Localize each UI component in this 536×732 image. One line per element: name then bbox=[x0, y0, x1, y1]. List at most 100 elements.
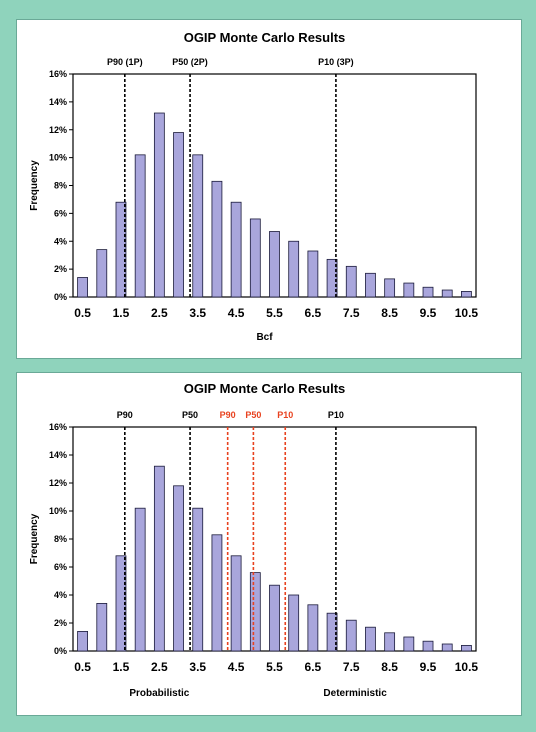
x-tick-label: 8.5 bbox=[381, 660, 398, 674]
bar bbox=[384, 278, 396, 298]
bar bbox=[230, 201, 242, 298]
bar bbox=[345, 265, 357, 298]
y-tick-label: 6% bbox=[54, 208, 67, 218]
bar bbox=[192, 154, 204, 298]
y-axis-label: Frequency bbox=[29, 513, 40, 564]
x-tick-label: 10.5 bbox=[455, 306, 479, 320]
bottom-label: Deterministic bbox=[323, 688, 387, 699]
x-tick-label: 10.5 bbox=[455, 660, 479, 674]
y-tick-label: 8% bbox=[54, 534, 67, 544]
y-tick-label: 16% bbox=[49, 422, 67, 432]
bar bbox=[288, 240, 300, 298]
x-tick-label: 3.5 bbox=[189, 306, 206, 320]
y-tick-label: 0% bbox=[54, 646, 67, 656]
chart-panel-bottom: OGIP Monte Carlo Results 0% 2% 4% 6% 8% 10% 12%… bbox=[16, 372, 522, 716]
bar bbox=[153, 465, 165, 652]
x-tick-label: 9.5 bbox=[420, 660, 437, 674]
y-tick-label: 4% bbox=[54, 236, 67, 246]
bar bbox=[153, 112, 165, 298]
bar bbox=[441, 643, 453, 652]
bar bbox=[269, 231, 280, 298]
x-tick-label: 1.5 bbox=[113, 660, 130, 674]
bar bbox=[403, 636, 415, 652]
y-tick-label: 12% bbox=[49, 125, 67, 135]
x-tick-label: 5.5 bbox=[266, 306, 283, 320]
x-tick-label: 5.5 bbox=[266, 660, 283, 674]
bar bbox=[249, 218, 261, 298]
bar bbox=[288, 594, 300, 652]
percentile-label: P10 (3P) bbox=[318, 57, 354, 67]
chart-top: OGIP Monte Carlo Results 0% 2% 4% 6% 8% 10% 12%… bbox=[29, 30, 479, 343]
bar bbox=[307, 250, 319, 298]
y-tick-label: 0% bbox=[54, 292, 67, 302]
percentile-label: P90 bbox=[117, 410, 133, 420]
bottom-label: Probabilistic bbox=[129, 688, 189, 699]
x-tick-label: 1.5 bbox=[113, 306, 130, 320]
y-tick-label: 2% bbox=[54, 264, 67, 274]
bar bbox=[384, 632, 396, 652]
percentile-label: P90 (1P) bbox=[107, 57, 143, 67]
percentile-label: P50 bbox=[182, 410, 198, 420]
bar bbox=[461, 291, 472, 298]
bar bbox=[230, 555, 242, 652]
bar bbox=[249, 572, 261, 652]
bar bbox=[326, 258, 338, 298]
percentile-label: P10 bbox=[277, 410, 293, 420]
bar bbox=[77, 630, 88, 652]
bar bbox=[134, 154, 146, 298]
bar bbox=[461, 644, 472, 652]
bar bbox=[211, 534, 223, 652]
y-tick-label: 6% bbox=[54, 562, 67, 572]
bar bbox=[422, 640, 434, 652]
x-tick-label: 9.5 bbox=[420, 306, 437, 320]
percentile-label: P90 bbox=[220, 410, 236, 420]
bar bbox=[192, 507, 204, 652]
x-tick-label: 4.5 bbox=[228, 660, 245, 674]
bar bbox=[326, 612, 338, 652]
bar bbox=[345, 619, 357, 652]
percentile-label: P50 bbox=[245, 410, 261, 420]
x-tick-label: 7.5 bbox=[343, 306, 360, 320]
bar bbox=[115, 201, 127, 298]
bar bbox=[441, 289, 453, 298]
x-tick-label: 7.5 bbox=[343, 660, 360, 674]
percentile-label: P10 bbox=[328, 410, 344, 420]
bar bbox=[77, 277, 88, 298]
y-tick-label: 2% bbox=[54, 618, 67, 628]
chart-title: OGIP Monte Carlo Results bbox=[184, 30, 346, 45]
y-tick-label: 8% bbox=[54, 181, 67, 191]
x-tick-label: 3.5 bbox=[189, 660, 206, 674]
x-tick-label: 8.5 bbox=[381, 306, 398, 320]
x-axis-label: Bcf bbox=[256, 332, 273, 343]
y-tick-label: 10% bbox=[49, 153, 67, 163]
bar bbox=[96, 249, 108, 298]
chart-bottom: OGIP Monte Carlo Results 0% 2% 4% 6% 8% 10% 12%… bbox=[29, 381, 479, 699]
bar bbox=[173, 132, 184, 298]
y-tick-label: 4% bbox=[54, 590, 67, 600]
bar bbox=[365, 626, 376, 652]
chart-title: OGIP Monte Carlo Results bbox=[184, 381, 346, 396]
x-tick-label: 4.5 bbox=[228, 306, 245, 320]
bar bbox=[422, 286, 434, 298]
bar bbox=[134, 507, 146, 652]
chart-panel-top: OGIP Monte Carlo Results 0% 2% 4% 6% 8% 10% 12%… bbox=[16, 19, 522, 359]
y-tick-label: 14% bbox=[49, 450, 67, 460]
bar bbox=[269, 584, 280, 652]
x-tick-label: 2.5 bbox=[151, 306, 168, 320]
bar bbox=[96, 602, 108, 652]
x-tick-label: 6.5 bbox=[305, 306, 322, 320]
bar bbox=[211, 180, 223, 298]
bar bbox=[307, 604, 319, 652]
bar bbox=[403, 282, 415, 298]
y-tick-label: 14% bbox=[49, 97, 67, 107]
bar bbox=[115, 555, 127, 652]
y-tick-label: 12% bbox=[49, 478, 67, 488]
x-tick-label: 0.5 bbox=[74, 306, 91, 320]
bar bbox=[173, 485, 184, 652]
percentile-label: P50 (2P) bbox=[172, 57, 208, 67]
y-axis-label: Frequency bbox=[29, 160, 40, 211]
y-tick-label: 16% bbox=[49, 69, 67, 79]
x-tick-label: 0.5 bbox=[74, 660, 91, 674]
x-tick-label: 6.5 bbox=[305, 660, 322, 674]
bar bbox=[365, 272, 376, 298]
